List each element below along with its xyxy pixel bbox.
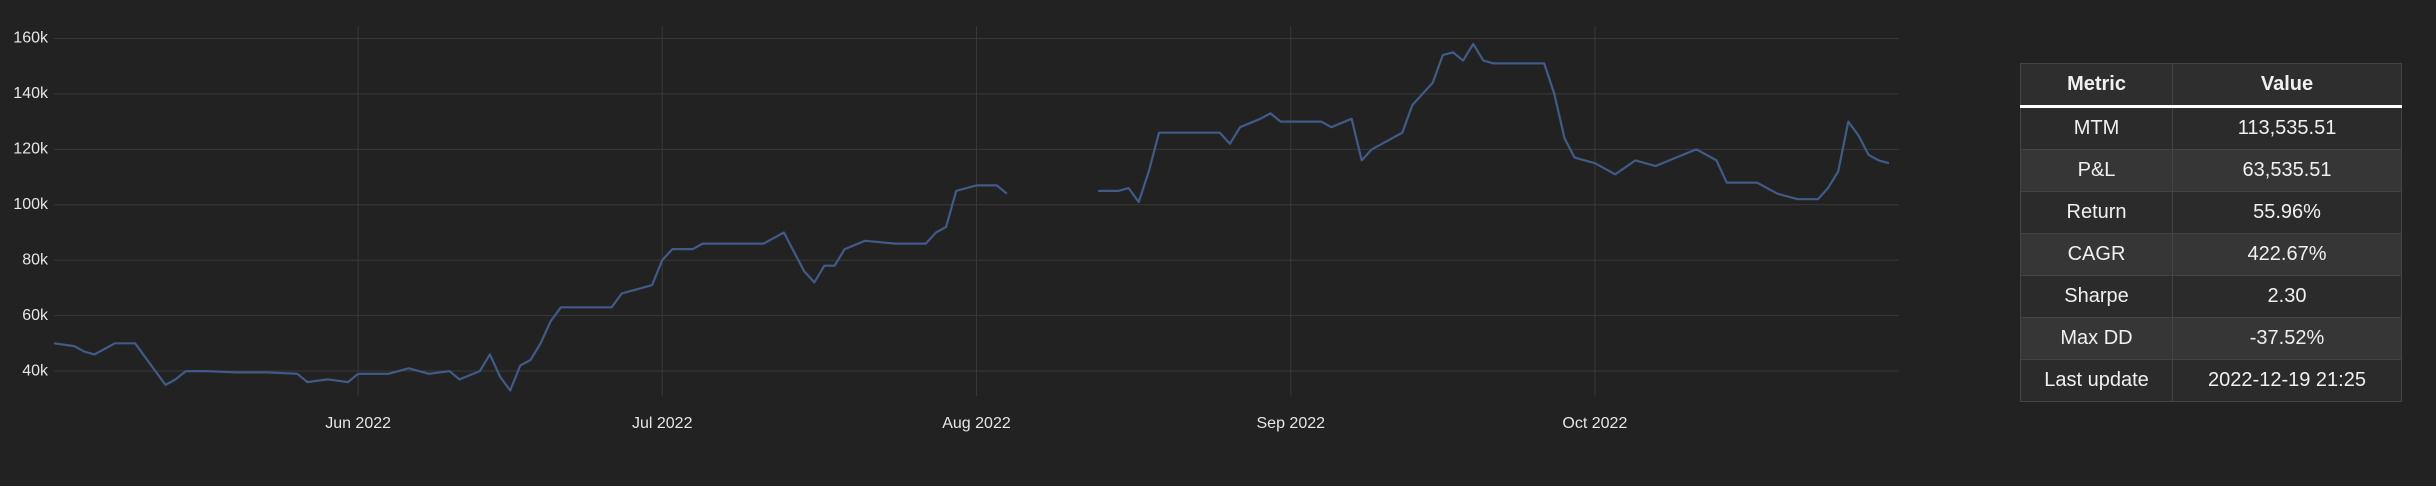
table-cell: 2.30	[2172, 275, 2402, 318]
table-cell: Return	[2019, 191, 2174, 234]
table-cell: MTM	[2019, 106, 2174, 150]
table-row: MTM 113,535.51	[2019, 106, 2402, 150]
table-row: Last update 2022-12-19 21:25	[2019, 359, 2402, 402]
table-cell: Max DD	[2019, 317, 2174, 360]
header-row: Metric Value	[2019, 63, 2402, 108]
table-cell: -37.52%	[2172, 317, 2402, 360]
table-cell: 2022-12-19 21:25	[2172, 359, 2402, 402]
table-cell: Last update	[2019, 359, 2174, 402]
x-tick-label: Jul 2022	[632, 415, 693, 432]
line-series	[53, 42, 1890, 392]
x-tick-label: Aug 2022	[942, 415, 1011, 432]
table-row: CAGR 422.67%	[2019, 233, 2402, 276]
table-cell: CAGR	[2019, 233, 2174, 276]
header-cell: Value	[2172, 63, 2402, 108]
x-tick-label: Oct 2022	[1562, 415, 1627, 432]
y-tick-label: 140k	[13, 85, 49, 102]
table-cell: 63,535.51	[2172, 149, 2402, 192]
y-tick-label: 40k	[22, 362, 49, 379]
y-tick-label: 60k	[22, 307, 49, 324]
x-tick-label: Jun 2022	[325, 415, 391, 432]
y-tick-label: 120k	[13, 141, 49, 158]
table-cell: P&L	[2019, 149, 2174, 192]
y-tick-label: 80k	[22, 251, 49, 268]
table-row: P&L 63,535.51	[2019, 149, 2402, 192]
table-cell: 113,535.51	[2172, 106, 2402, 150]
y-tick-label: 100k	[13, 196, 49, 213]
table-row: Sharpe 2.30	[2019, 275, 2402, 318]
table-cell: 422.67%	[2172, 233, 2402, 276]
metrics-table: Metric Value MTM 113,535.51 P&L 63,535.51 Re…	[2019, 63, 2402, 402]
table-cell: Sharpe	[2019, 275, 2174, 318]
table-cell: 55.96%	[2172, 191, 2402, 234]
table-row: Return 55.96%	[2019, 191, 2402, 234]
chart: 40k 60k 80k 100k 120k 140k 160k Jun 2022 Jul 202…	[13, 26, 1899, 432]
y-tick-label: 160k	[13, 30, 49, 47]
header-cell: Metric	[2019, 63, 2174, 108]
table-row: Max DD -37.52%	[2019, 317, 2402, 360]
x-tick-label: Sep 2022	[1257, 415, 1326, 432]
